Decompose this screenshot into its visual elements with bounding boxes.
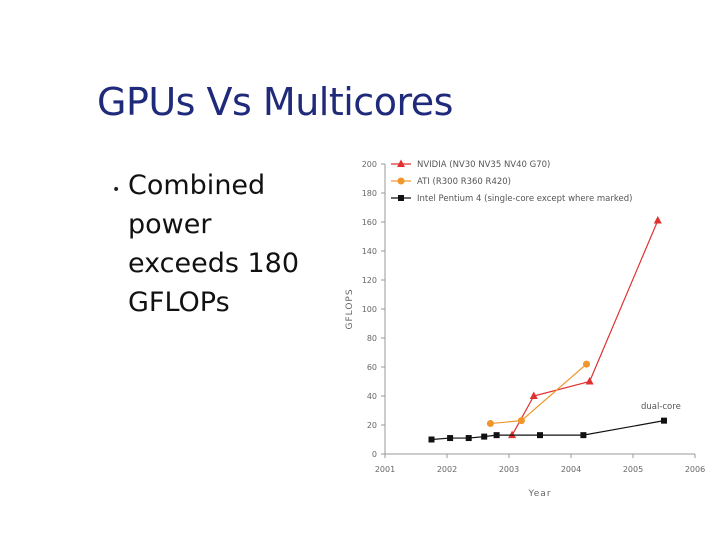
y-tick-label: 160 — [362, 218, 377, 227]
data-point — [585, 377, 594, 385]
data-point — [465, 435, 472, 442]
series-0 — [508, 216, 662, 439]
legend-marker — [398, 195, 404, 201]
y-tick-label: 0 — [372, 450, 377, 459]
legend-label: Intel Pentium 4 (single-core except wher… — [417, 194, 632, 204]
legend-item-2: Intel Pentium 4 (single-core except wher… — [391, 194, 632, 204]
legend-item-0: NVIDIA (NV30 NV35 NV40 G70) — [391, 159, 550, 170]
x-tick-label: 2003 — [499, 465, 519, 474]
data-point — [653, 216, 662, 224]
data-point — [517, 417, 525, 425]
annotation-label: dual-core — [641, 402, 681, 412]
y-tick-label: 80 — [367, 334, 377, 343]
data-point — [447, 435, 454, 442]
x-axis-label: Year — [527, 489, 551, 499]
bullet-text: Combined power exceeds 180 GFLOPs — [128, 170, 300, 318]
slide-title: GPUs Vs Multicores — [97, 80, 453, 124]
legend-label: NVIDIA (NV30 NV35 NV40 G70) — [417, 160, 550, 170]
x-tick-label: 2005 — [623, 465, 643, 474]
y-tick-label: 40 — [367, 392, 377, 401]
data-point — [583, 360, 590, 368]
y-tick-label: 140 — [362, 247, 377, 256]
series-line-2 — [431, 420, 665, 441]
data-point — [580, 432, 587, 439]
x-tick-label: 2004 — [561, 465, 581, 474]
gflops-line-chart: 0 20 40 60 80 100 120 140 160 180 200 2001 2002 2003 2… — [345, 159, 705, 499]
y-tick-label: 100 — [362, 305, 377, 314]
x-tick-label: 2002 — [437, 465, 457, 474]
y-tick-label: 120 — [362, 276, 377, 285]
data-point — [529, 391, 538, 399]
y-tick-label: 60 — [367, 363, 377, 372]
data-point — [537, 432, 543, 439]
series-line-1 — [490, 363, 587, 425]
legend-item-1: ATI (R300 R360 R420) — [391, 177, 511, 187]
y-axis-label: GFLOPS — [345, 288, 355, 329]
x-tick-label: 2001 — [375, 465, 395, 474]
data-point — [481, 433, 488, 440]
bullet-marker: • — [112, 182, 121, 198]
y-tick-label: 20 — [367, 421, 377, 430]
series-2 — [428, 417, 667, 443]
legend-marker — [397, 159, 405, 167]
data-point — [486, 420, 494, 428]
series-1 — [486, 360, 590, 428]
x-tick-label: 2006 — [685, 465, 705, 474]
data-point — [508, 430, 517, 439]
data-point — [428, 436, 435, 443]
legend-marker — [397, 177, 405, 185]
y-tick-label: 200 — [362, 160, 377, 169]
data-point — [493, 432, 500, 439]
data-point — [661, 417, 667, 424]
y-tick-label: 180 — [362, 189, 377, 198]
legend-label: ATI (R300 R360 R420) — [417, 177, 511, 187]
series-line-0 — [511, 220, 659, 436]
